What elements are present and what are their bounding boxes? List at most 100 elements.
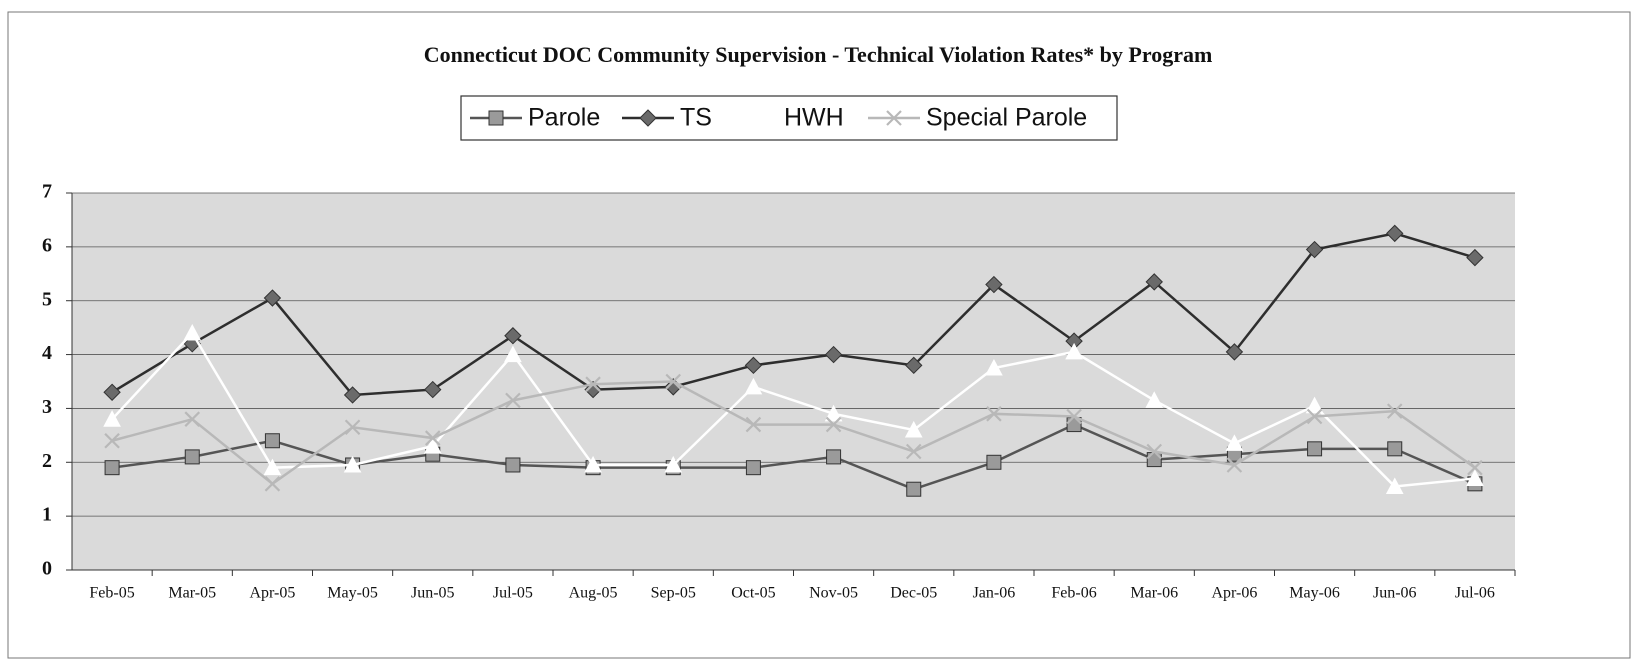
- x-tick-label: Apr-06: [1211, 585, 1257, 602]
- x-tick-label: Jul-06: [1455, 585, 1495, 602]
- marker: [103, 410, 121, 427]
- marker: [104, 432, 120, 449]
- legend-label: Special Parole: [926, 104, 1087, 132]
- marker: [1065, 342, 1083, 360]
- marker: [985, 275, 1003, 294]
- x-tick-label: Feb-06: [1051, 585, 1096, 602]
- legend-label: Parole: [528, 104, 600, 132]
- marker: [424, 430, 441, 446]
- legend-box: [460, 95, 1118, 141]
- marker: [584, 455, 602, 473]
- marker: [1066, 408, 1082, 425]
- marker: [1385, 477, 1404, 495]
- x-tick-label: Oct-05: [731, 585, 775, 602]
- x-tick-label: Sep-05: [651, 585, 696, 602]
- marker: [1386, 403, 1403, 419]
- x-tick-label: Jul-05: [493, 585, 533, 602]
- series-line: [111, 380, 1476, 486]
- marker: [905, 443, 922, 460]
- marker: [1306, 408, 1323, 425]
- legend-label: TS: [680, 104, 712, 132]
- marker: [1307, 441, 1323, 457]
- x-tick-label: May-06: [1289, 585, 1340, 602]
- marker: [263, 289, 282, 307]
- marker: [183, 323, 202, 341]
- marker: [424, 380, 442, 399]
- y-tick-label: 6: [42, 234, 52, 256]
- y-tick-label: 7: [42, 181, 52, 203]
- marker: [504, 327, 522, 345]
- marker: [1145, 273, 1163, 291]
- marker: [639, 109, 657, 127]
- marker: [1226, 457, 1243, 473]
- marker: [743, 108, 761, 126]
- series-line: [111, 232, 1476, 397]
- marker: [1146, 443, 1163, 460]
- marker: [585, 376, 601, 392]
- marker: [886, 110, 902, 126]
- marker: [745, 460, 761, 476]
- marker: [1225, 434, 1244, 451]
- marker: [1466, 469, 1484, 486]
- marker: [264, 476, 281, 492]
- x-tick-label: May-05: [327, 585, 378, 602]
- x-tick-label: Nov-05: [809, 585, 858, 602]
- y-tick-label: 1: [42, 504, 52, 526]
- x-tick-label: Apr-05: [249, 585, 295, 602]
- marker: [488, 110, 504, 126]
- marker: [1466, 248, 1484, 267]
- x-tick-label: Mar-06: [1130, 585, 1178, 602]
- x-tick-label: Feb-05: [89, 585, 134, 602]
- x-tick-label: Jan-06: [973, 585, 1016, 602]
- marker: [824, 404, 843, 422]
- y-tick-label: 4: [42, 342, 52, 364]
- marker: [505, 457, 521, 473]
- series-line: [111, 423, 1476, 491]
- marker: [1467, 459, 1483, 476]
- marker: [986, 454, 1002, 470]
- marker: [184, 449, 200, 465]
- marker: [1225, 343, 1244, 361]
- marker: [745, 416, 762, 433]
- y-tick-label: 3: [42, 396, 52, 418]
- chart-title: Connecticut DOC Community Supervision - …: [424, 42, 1213, 67]
- marker: [824, 345, 843, 364]
- marker: [263, 458, 282, 476]
- marker: [184, 411, 201, 427]
- marker: [104, 460, 120, 476]
- marker: [504, 345, 522, 363]
- x-tick-label: Dec-05: [890, 585, 937, 602]
- marker: [343, 386, 362, 404]
- x-tick-label: Aug-05: [569, 585, 618, 602]
- series-line: [111, 330, 1476, 488]
- x-tick-label: Jun-05: [411, 585, 455, 602]
- marker: [905, 356, 923, 375]
- y-tick-label: 2: [42, 450, 52, 472]
- marker: [826, 449, 842, 465]
- marker: [1386, 224, 1404, 243]
- marker: [1145, 391, 1164, 408]
- x-tick-label: Jun-06: [1373, 585, 1417, 602]
- marker: [744, 377, 763, 395]
- marker: [986, 406, 1002, 422]
- y-tick-label: 0: [42, 558, 52, 580]
- marker: [1305, 240, 1324, 259]
- marker: [264, 433, 280, 449]
- marker: [344, 419, 361, 436]
- marker: [664, 455, 683, 473]
- marker: [1146, 452, 1162, 468]
- marker: [904, 420, 923, 438]
- marker: [1305, 396, 1324, 414]
- marker: [343, 455, 362, 473]
- marker: [825, 416, 842, 433]
- marker: [1387, 441, 1403, 457]
- x-tick-label: Mar-05: [168, 585, 216, 602]
- marker: [103, 383, 121, 401]
- marker: [505, 392, 521, 409]
- legend-label: HWH: [784, 104, 844, 132]
- marker: [906, 481, 922, 497]
- marker: [744, 356, 763, 375]
- marker: [985, 358, 1003, 376]
- marker: [423, 437, 442, 454]
